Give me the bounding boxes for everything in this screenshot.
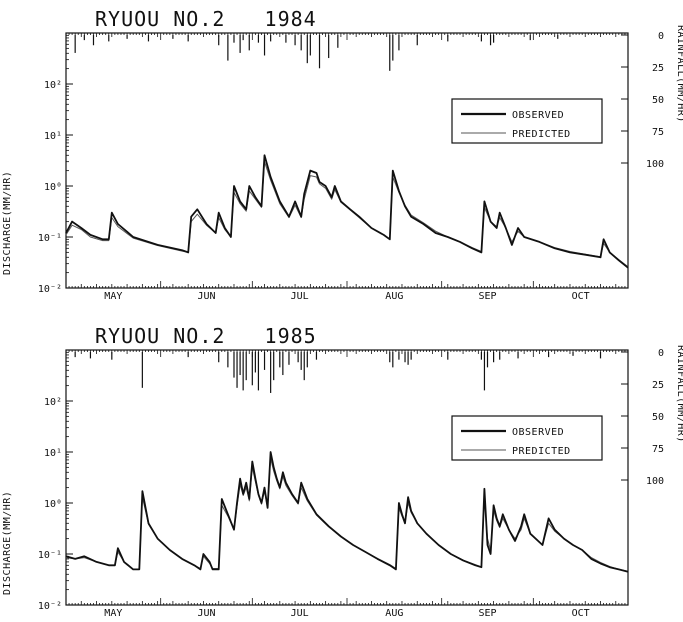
y2-tick-label: 75 xyxy=(652,127,664,138)
legend-box xyxy=(451,98,603,144)
x-tick-label: SEP xyxy=(478,608,496,619)
y-tick-label: 10² xyxy=(44,397,62,408)
x-tick-label: JUN xyxy=(197,291,215,302)
y2-axis-label: RAINFALL(MM/HR) xyxy=(675,25,683,123)
y-tick-label: 10¹ xyxy=(44,131,62,142)
x-tick-label: OCT xyxy=(572,608,590,619)
y2-tick-label: 100 xyxy=(646,476,664,487)
chart-marks: 10⁻² 10⁻¹ 10⁰ 10¹ 10² 0 25 50 75 100 MAY JUN JUL AUG S… xyxy=(38,31,664,302)
y-tick-label: 10¹ xyxy=(44,448,62,459)
y-axis-label: DISCHARGE(MM/HR) xyxy=(2,491,13,595)
y2-tick-label: 0 xyxy=(658,348,664,359)
y2-tick-label: 25 xyxy=(652,380,664,391)
legend-label-observed: OBSERVED xyxy=(512,427,564,438)
y-axis-label: DISCHARGE(MM/HR) xyxy=(2,171,13,275)
x-tick-label: JUL xyxy=(291,608,309,619)
x-tick-label: SEP xyxy=(478,291,496,302)
x-tick-label: JUN xyxy=(197,608,215,619)
y2-axis-label: RAINFALL(MM/HR) xyxy=(675,345,683,443)
y2-tick-label: 100 xyxy=(646,159,664,170)
series-predicted-line xyxy=(65,161,629,268)
y-tick-label: 10⁻¹ xyxy=(38,233,62,244)
y2-tick-label: 0 xyxy=(658,31,664,42)
legend: OBSERVED PREDICTED xyxy=(451,415,603,461)
y2-tick-label: 50 xyxy=(652,95,664,106)
y2-tick-label: 75 xyxy=(652,444,664,455)
x-tick-label: OCT xyxy=(572,291,590,302)
y2-tick-label: 25 xyxy=(652,63,664,74)
y-tick-label: 10⁻² xyxy=(38,601,62,612)
y-tick-label: 10⁰ xyxy=(44,499,62,510)
plot-frame xyxy=(65,32,629,289)
series-observed-line xyxy=(65,154,629,269)
x-tick-label: MAY xyxy=(104,608,122,619)
legend-label-predicted: PREDICTED xyxy=(512,129,571,140)
chart-marks: 10⁻² 10⁻¹ 10⁰ 10¹ 10² 0 25 50 75 100 MAY JUN JUL AUG S… xyxy=(38,348,664,619)
y-tick-label: 10⁻¹ xyxy=(38,550,62,561)
chart-panel-1985: RYUOU NO.2 1985 DISCHARGE(MM/HR) RAINFAL… xyxy=(2,324,683,619)
legend-label-predicted: PREDICTED xyxy=(512,446,571,457)
legend-label-observed: OBSERVED xyxy=(512,110,564,121)
chart-title: RYUOU NO.2 1985 xyxy=(95,324,317,348)
series-predicted-line xyxy=(65,457,629,572)
x-tick-label: AUG xyxy=(385,291,403,302)
x-tick-label: JUL xyxy=(291,291,309,302)
plot-frame xyxy=(65,349,629,606)
y-tick-label: 10² xyxy=(44,80,62,91)
x-tick-label: AUG xyxy=(385,608,403,619)
legend: OBSERVED PREDICTED xyxy=(451,98,603,144)
legend-box xyxy=(451,415,603,461)
chart-title: RYUOU NO.2 1984 xyxy=(95,7,317,31)
y-tick-label: 10⁻² xyxy=(38,284,62,295)
y2-tick-label: 50 xyxy=(652,412,664,423)
series-observed-line xyxy=(65,451,629,573)
chart-panel-1984: RYUOU NO.2 1984 DISCHARGE(MM/HR) RAINFAL… xyxy=(2,7,683,302)
x-tick-label: MAY xyxy=(104,291,122,302)
y-tick-label: 10⁰ xyxy=(44,182,62,193)
